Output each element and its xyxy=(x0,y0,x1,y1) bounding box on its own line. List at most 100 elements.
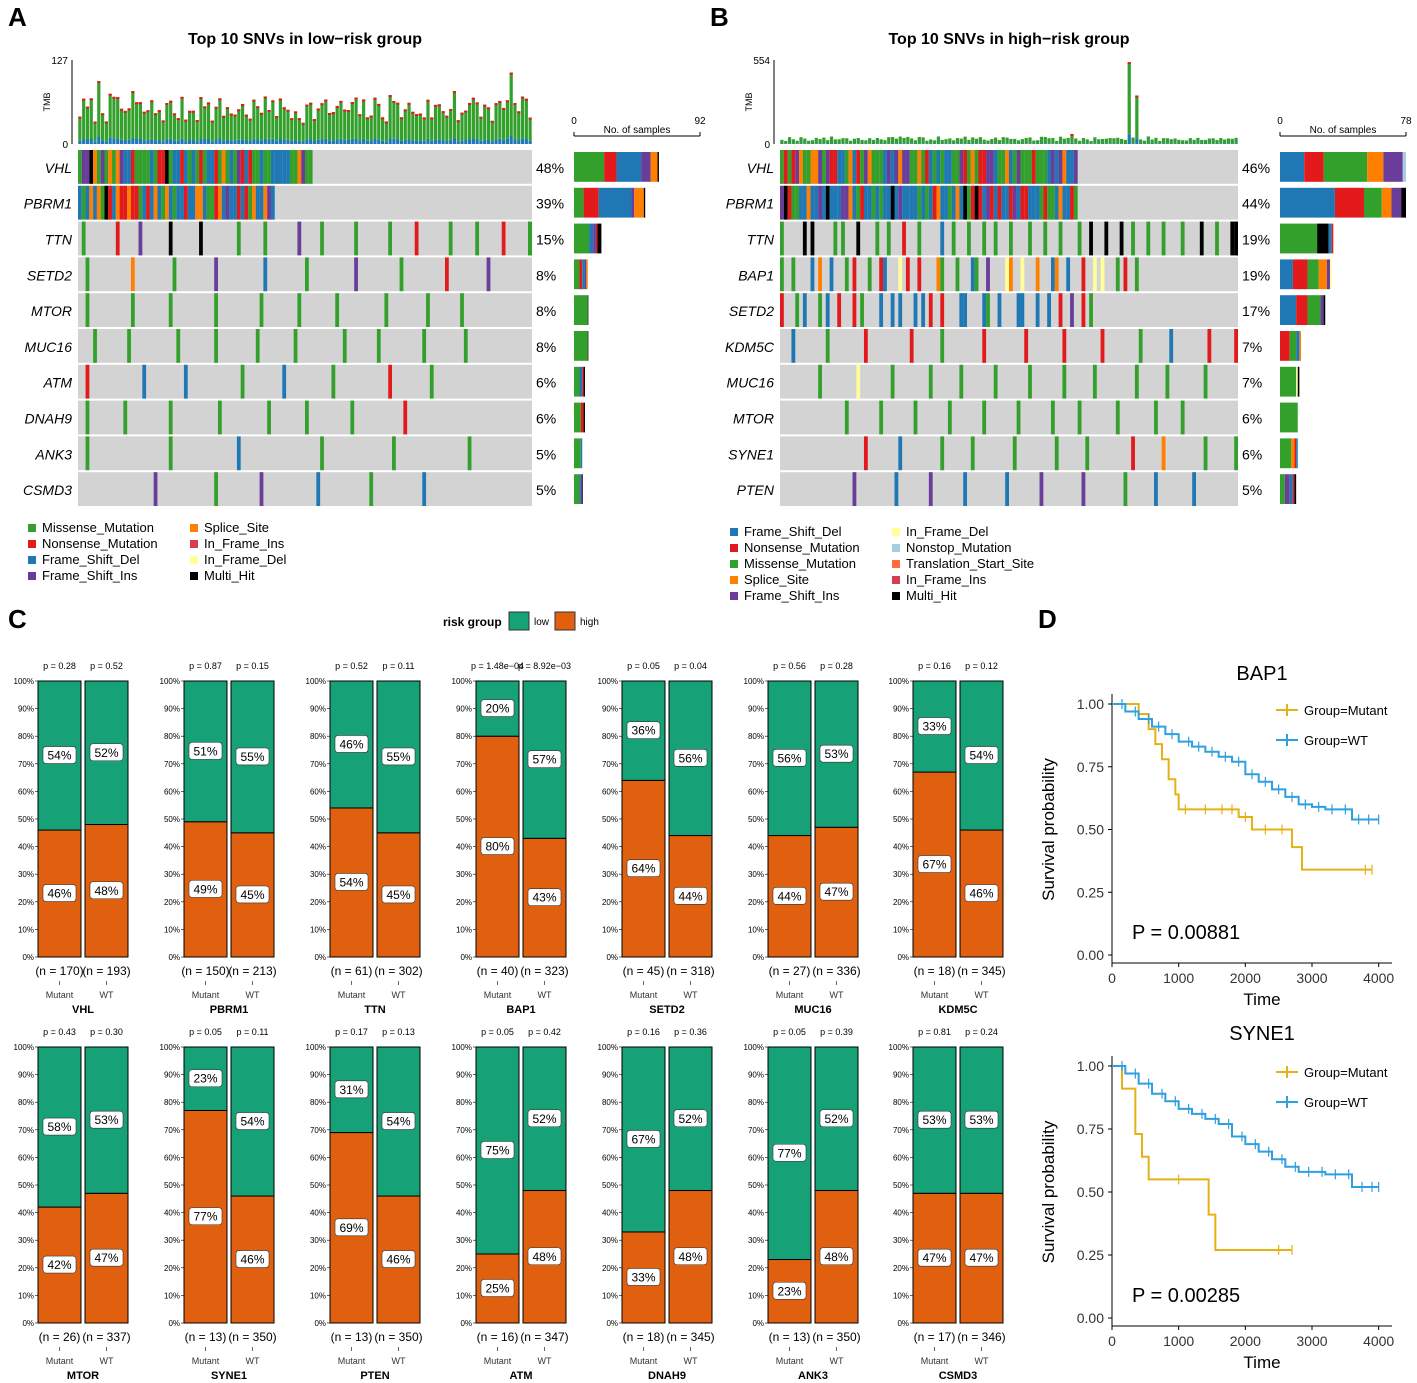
tmb-bar-segment xyxy=(433,104,438,107)
sample-count-segment xyxy=(1331,223,1334,254)
tmb-bar-segment xyxy=(108,93,112,138)
mutation-cell xyxy=(221,150,226,184)
sample-count-segment xyxy=(1294,438,1297,469)
mutation-cell xyxy=(1009,150,1013,184)
tmb-bar-segment xyxy=(93,121,97,142)
km-curve-wt xyxy=(1112,703,1379,821)
gene-title: ATM xyxy=(509,1370,532,1382)
sample-count-segment xyxy=(583,187,599,218)
data-label-box xyxy=(626,1130,661,1148)
tmb-bar-segment xyxy=(456,120,460,123)
gene-label: SYNE1 xyxy=(728,446,774,462)
mutation-cell xyxy=(1073,150,1078,184)
tmb-bar-segment xyxy=(948,143,952,144)
mutation-cell xyxy=(913,150,918,184)
tmb-bar-segment xyxy=(1139,143,1143,144)
tmb-bar-segment xyxy=(505,138,509,144)
tmb-bar-segment xyxy=(157,139,161,144)
tmb-bar-segment xyxy=(479,140,483,144)
tmb-bar-segment xyxy=(271,100,275,103)
y-tick-label: 50% xyxy=(602,1181,618,1190)
mutation-cell xyxy=(146,185,150,220)
y-tick-label: 20% xyxy=(310,1264,326,1273)
bar-subplot-kdm5c: 0%10%20%30%40%50%60%70%80%90%100%33%67%p… xyxy=(889,661,1006,1016)
x-tick-label: WT xyxy=(830,990,844,1000)
mutation-cell xyxy=(825,293,830,327)
mutation-cell xyxy=(263,150,268,184)
tmb-bar-segment xyxy=(505,100,509,139)
data-label-box xyxy=(819,744,854,763)
sample-count-segment xyxy=(574,474,580,504)
tmb-bar-segment xyxy=(437,104,441,107)
legend-swatch xyxy=(892,560,900,568)
y-tick-label: 50% xyxy=(18,1181,34,1190)
tmb-bar-segment xyxy=(392,100,396,139)
tmb-bar-segment xyxy=(875,143,879,144)
mutation-cell xyxy=(214,329,218,363)
y-axis-label: Survival probability xyxy=(1039,758,1058,901)
tmb-bar-segment xyxy=(1173,138,1177,144)
sample-count-segment xyxy=(1364,187,1382,218)
mutation-cell xyxy=(986,293,990,327)
tmb-bar-segment xyxy=(936,136,940,144)
tmb-bar-segment xyxy=(161,141,165,144)
data-label-high: 47% xyxy=(969,1251,993,1265)
gene-label: TTN xyxy=(45,232,73,248)
mutation-cell xyxy=(93,329,97,363)
mutation-cell xyxy=(844,257,849,292)
mutation-cell xyxy=(863,436,868,471)
mutation-cell xyxy=(267,150,271,184)
mutation-cell xyxy=(429,364,434,399)
mutation-cell xyxy=(335,293,340,327)
data-label-low: 55% xyxy=(386,750,410,764)
mutation-cell xyxy=(217,185,222,220)
data-label-low: 54% xyxy=(47,749,71,763)
legend-label: Missense_Mutation xyxy=(744,556,856,571)
tmb-bar-segment xyxy=(229,113,233,141)
tmb-bar-segment xyxy=(1177,143,1181,144)
mutation-cell xyxy=(214,150,218,184)
mutation-cell xyxy=(955,150,960,184)
tmb-bar-segment xyxy=(328,113,332,141)
mutation-cell xyxy=(1054,257,1059,292)
tmb-bar-segment xyxy=(1108,143,1112,144)
tmb-bar-segment xyxy=(1020,139,1024,144)
mutation-cell xyxy=(214,293,218,327)
gene-label: CSMD3 xyxy=(23,482,72,498)
x-tick-label: Mutant xyxy=(776,1356,804,1366)
tmb-bar-segment xyxy=(1211,138,1215,144)
mutation-cell xyxy=(210,150,215,184)
sample-count-segment xyxy=(1318,259,1327,290)
tmb-bar-segment xyxy=(1013,143,1017,144)
tmb-bar-segment xyxy=(135,138,139,144)
tmb-bar-segment xyxy=(267,139,271,144)
mutation-cell xyxy=(183,150,188,184)
n-label: (n = 18) xyxy=(623,1330,665,1344)
sample-count-segment xyxy=(587,331,589,361)
tmb-bar-segment xyxy=(887,143,891,144)
mutation-cell xyxy=(85,364,90,399)
gene-percent: 6% xyxy=(536,411,556,427)
tmb-bar-segment xyxy=(377,139,381,144)
y-tick-label: 30% xyxy=(164,870,180,879)
mutation-cell xyxy=(928,150,933,184)
mutation-cell xyxy=(130,185,135,220)
gene-percent: 7% xyxy=(1242,339,1262,355)
tmb-bar-segment xyxy=(464,110,468,113)
mutation-cell xyxy=(1043,221,1048,256)
tmb-bar-segment xyxy=(176,118,180,141)
tmb-bar-segment xyxy=(210,141,214,144)
tmb-bar-segment xyxy=(384,141,388,144)
tmb-bar-segment xyxy=(293,111,298,141)
tmb-bar-segment xyxy=(240,104,245,140)
mutation-cell xyxy=(354,257,358,292)
mutation-cell xyxy=(970,257,975,292)
y-tick-label: 90% xyxy=(748,705,764,714)
tmb-bar-segment xyxy=(422,117,426,120)
tmb-bar-segment xyxy=(1234,143,1238,144)
sample-count-segment xyxy=(650,152,658,182)
tmb-bar-segment xyxy=(1119,138,1124,144)
mutation-cell xyxy=(1234,221,1238,256)
y-tick-label: 100% xyxy=(889,677,909,686)
tmb-bar-segment xyxy=(407,102,411,105)
